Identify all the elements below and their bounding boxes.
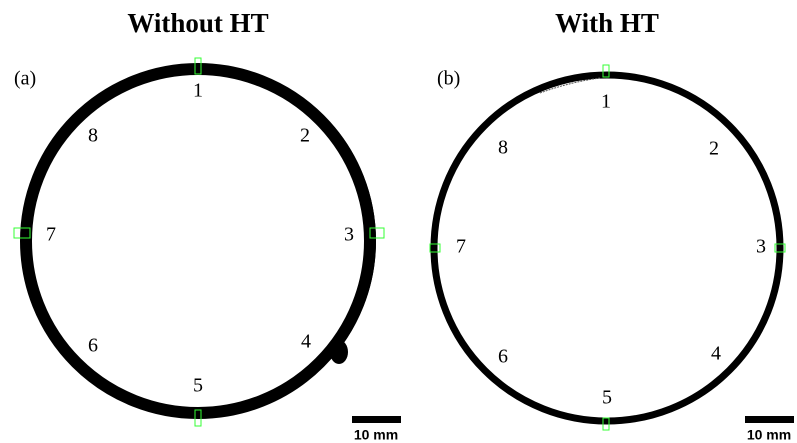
position-number: 2 [709,138,719,160]
position-number: 6 [498,346,508,368]
panel-label: (a) [14,68,36,90]
scale-bar [745,416,794,423]
position-number: 3 [344,224,354,246]
position-number: 7 [456,236,466,258]
scale-label: 10 mm [747,427,791,443]
position-number: 1 [193,80,203,102]
panel-label: (b) [437,68,460,90]
position-number: 5 [193,375,203,397]
position-number: 5 [602,387,612,409]
position-number: 8 [498,137,508,159]
position-number: 2 [300,125,310,147]
position-number: 1 [601,91,611,113]
figure: Without HT (a) 10 mm With HT (b) 10 mm 1… [0,0,797,443]
position-number: 4 [711,343,721,365]
ring-bulge [330,340,348,364]
position-number: 8 [88,125,98,147]
scale-label: 10 mm [354,427,398,443]
position-number: 3 [756,236,766,258]
scale-bar [352,416,401,423]
position-number: 6 [88,335,98,357]
panel-title: Without HT [127,8,268,38]
position-number: 4 [301,331,311,353]
background [0,0,797,443]
position-number: 7 [46,224,56,246]
panel-title: With HT [555,8,659,38]
